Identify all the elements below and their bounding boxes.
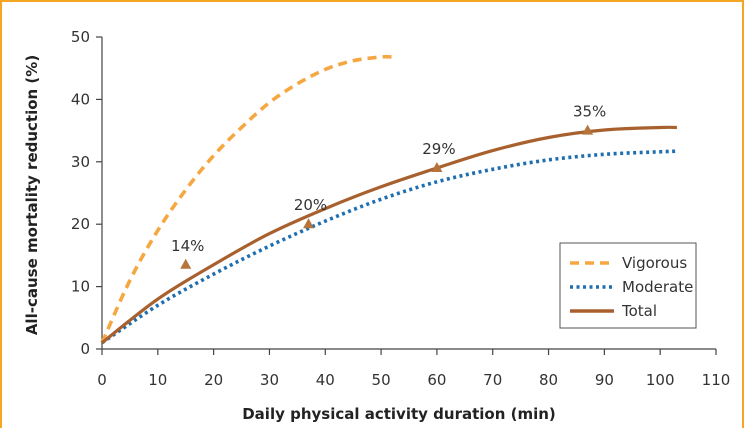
legend-label-vigorous: Vigorous — [622, 254, 687, 272]
legend: Vigorous Moderate Total — [559, 242, 697, 329]
y-tick-label: 30 — [71, 153, 90, 171]
axes: 0 10 20 30 40 50 0 10 20 30 40 50 60 70 80 90 100 110 — [71, 28, 730, 389]
x-tick-label: 50 — [372, 371, 391, 389]
x-tick-label: 90 — [595, 371, 614, 389]
data-label: 29% — [422, 140, 455, 158]
series-line-total — [101, 125, 677, 345]
y-tick-label: 0 — [80, 340, 90, 358]
x-tick-label: 20 — [204, 371, 223, 389]
legend-label-moderate: Moderate — [622, 278, 693, 296]
x-tick-label: 60 — [427, 371, 446, 389]
x-tick-label: 10 — [148, 371, 167, 389]
x-tick-label: 40 — [316, 371, 335, 389]
series-lines — [100, 54, 677, 345]
triangle-marker — [303, 218, 315, 229]
legend-label-total: Total — [621, 302, 657, 320]
data-markers: 14% 20% 29% 35% — [171, 103, 606, 269]
data-label: 35% — [573, 103, 606, 121]
data-label: 14% — [171, 237, 204, 255]
triangle-marker — [180, 258, 192, 269]
triangle-marker — [431, 162, 443, 173]
y-tick-label: 20 — [71, 215, 90, 233]
y-tick-label: 40 — [71, 90, 90, 108]
x-tick-label: 110 — [702, 371, 731, 389]
y-axis-title: All-cause mortality reduction (%) — [23, 55, 41, 335]
y-tick-label: 50 — [71, 28, 90, 46]
x-tick-label: 80 — [539, 371, 558, 389]
x-tick-label: 30 — [260, 371, 279, 389]
series-line-moderate — [100, 149, 677, 345]
triangle-marker — [582, 124, 594, 135]
y-tick-label: 10 — [71, 278, 90, 296]
x-tick-label: 0 — [97, 371, 107, 389]
x-axis-title: Daily physical activity duration (min) — [242, 405, 556, 423]
x-tick-label: 70 — [483, 371, 502, 389]
data-label: 20% — [294, 196, 327, 214]
x-tick-label: 100 — [646, 371, 675, 389]
legend-box — [559, 242, 697, 329]
series-line-vigorous — [100, 54, 393, 344]
